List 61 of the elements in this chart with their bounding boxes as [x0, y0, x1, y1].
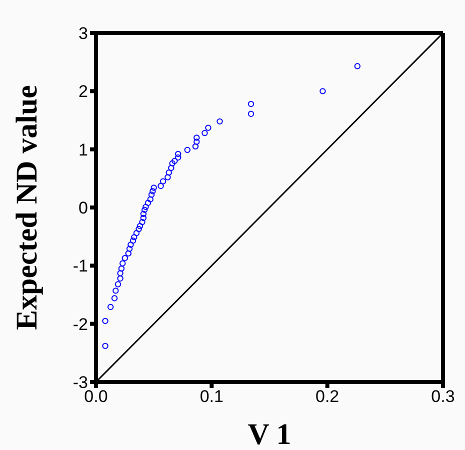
point	[117, 270, 124, 276]
point	[160, 178, 166, 184]
point	[175, 154, 182, 161]
y-tick-label: -2	[72, 314, 88, 334]
point	[126, 246, 133, 252]
point	[202, 130, 208, 136]
point	[140, 214, 147, 222]
point	[166, 170, 172, 176]
point	[122, 255, 128, 262]
point	[141, 206, 148, 213]
y-axis-title: Expected ND value	[10, 85, 44, 330]
point	[102, 318, 108, 324]
point	[118, 265, 125, 272]
point	[130, 238, 136, 244]
point	[136, 223, 144, 230]
point	[320, 88, 326, 94]
point	[102, 342, 108, 350]
point	[131, 234, 138, 240]
point	[112, 288, 119, 294]
point	[148, 192, 155, 198]
point	[158, 182, 164, 190]
point	[107, 304, 114, 310]
point	[248, 100, 254, 108]
y-tick-label: 0	[78, 198, 88, 218]
point	[205, 124, 212, 131]
point	[164, 174, 171, 180]
point	[136, 226, 142, 232]
point	[194, 134, 200, 141]
point	[354, 63, 361, 70]
point	[114, 281, 122, 288]
point	[144, 200, 152, 206]
point	[184, 146, 190, 154]
point	[194, 138, 200, 145]
point	[139, 218, 146, 226]
point	[216, 118, 223, 125]
point	[125, 250, 132, 257]
point	[150, 188, 156, 194]
point	[142, 204, 149, 210]
x-tick-label: 0.0	[84, 387, 108, 406]
y-tick-label: 1	[78, 140, 88, 160]
point	[172, 158, 178, 164]
x-tick-label: 0.3	[431, 387, 455, 406]
point	[175, 150, 182, 158]
point	[140, 210, 147, 217]
point	[168, 164, 174, 172]
y-tick-label: -1	[72, 256, 88, 276]
point	[169, 160, 176, 166]
y-tick-label: 2	[78, 82, 88, 102]
point	[192, 143, 199, 150]
y-tick-label: 3	[78, 24, 88, 44]
point	[150, 184, 157, 191]
point	[117, 275, 124, 282]
point	[111, 295, 118, 302]
point	[128, 242, 134, 248]
point	[147, 196, 154, 202]
point	[133, 230, 140, 236]
x-tick-label: 0.2	[316, 387, 340, 406]
x-axis-title: V 1	[248, 418, 292, 450]
x-tick-label: 0.1	[200, 387, 224, 406]
point	[248, 110, 254, 117]
point	[120, 260, 126, 266]
